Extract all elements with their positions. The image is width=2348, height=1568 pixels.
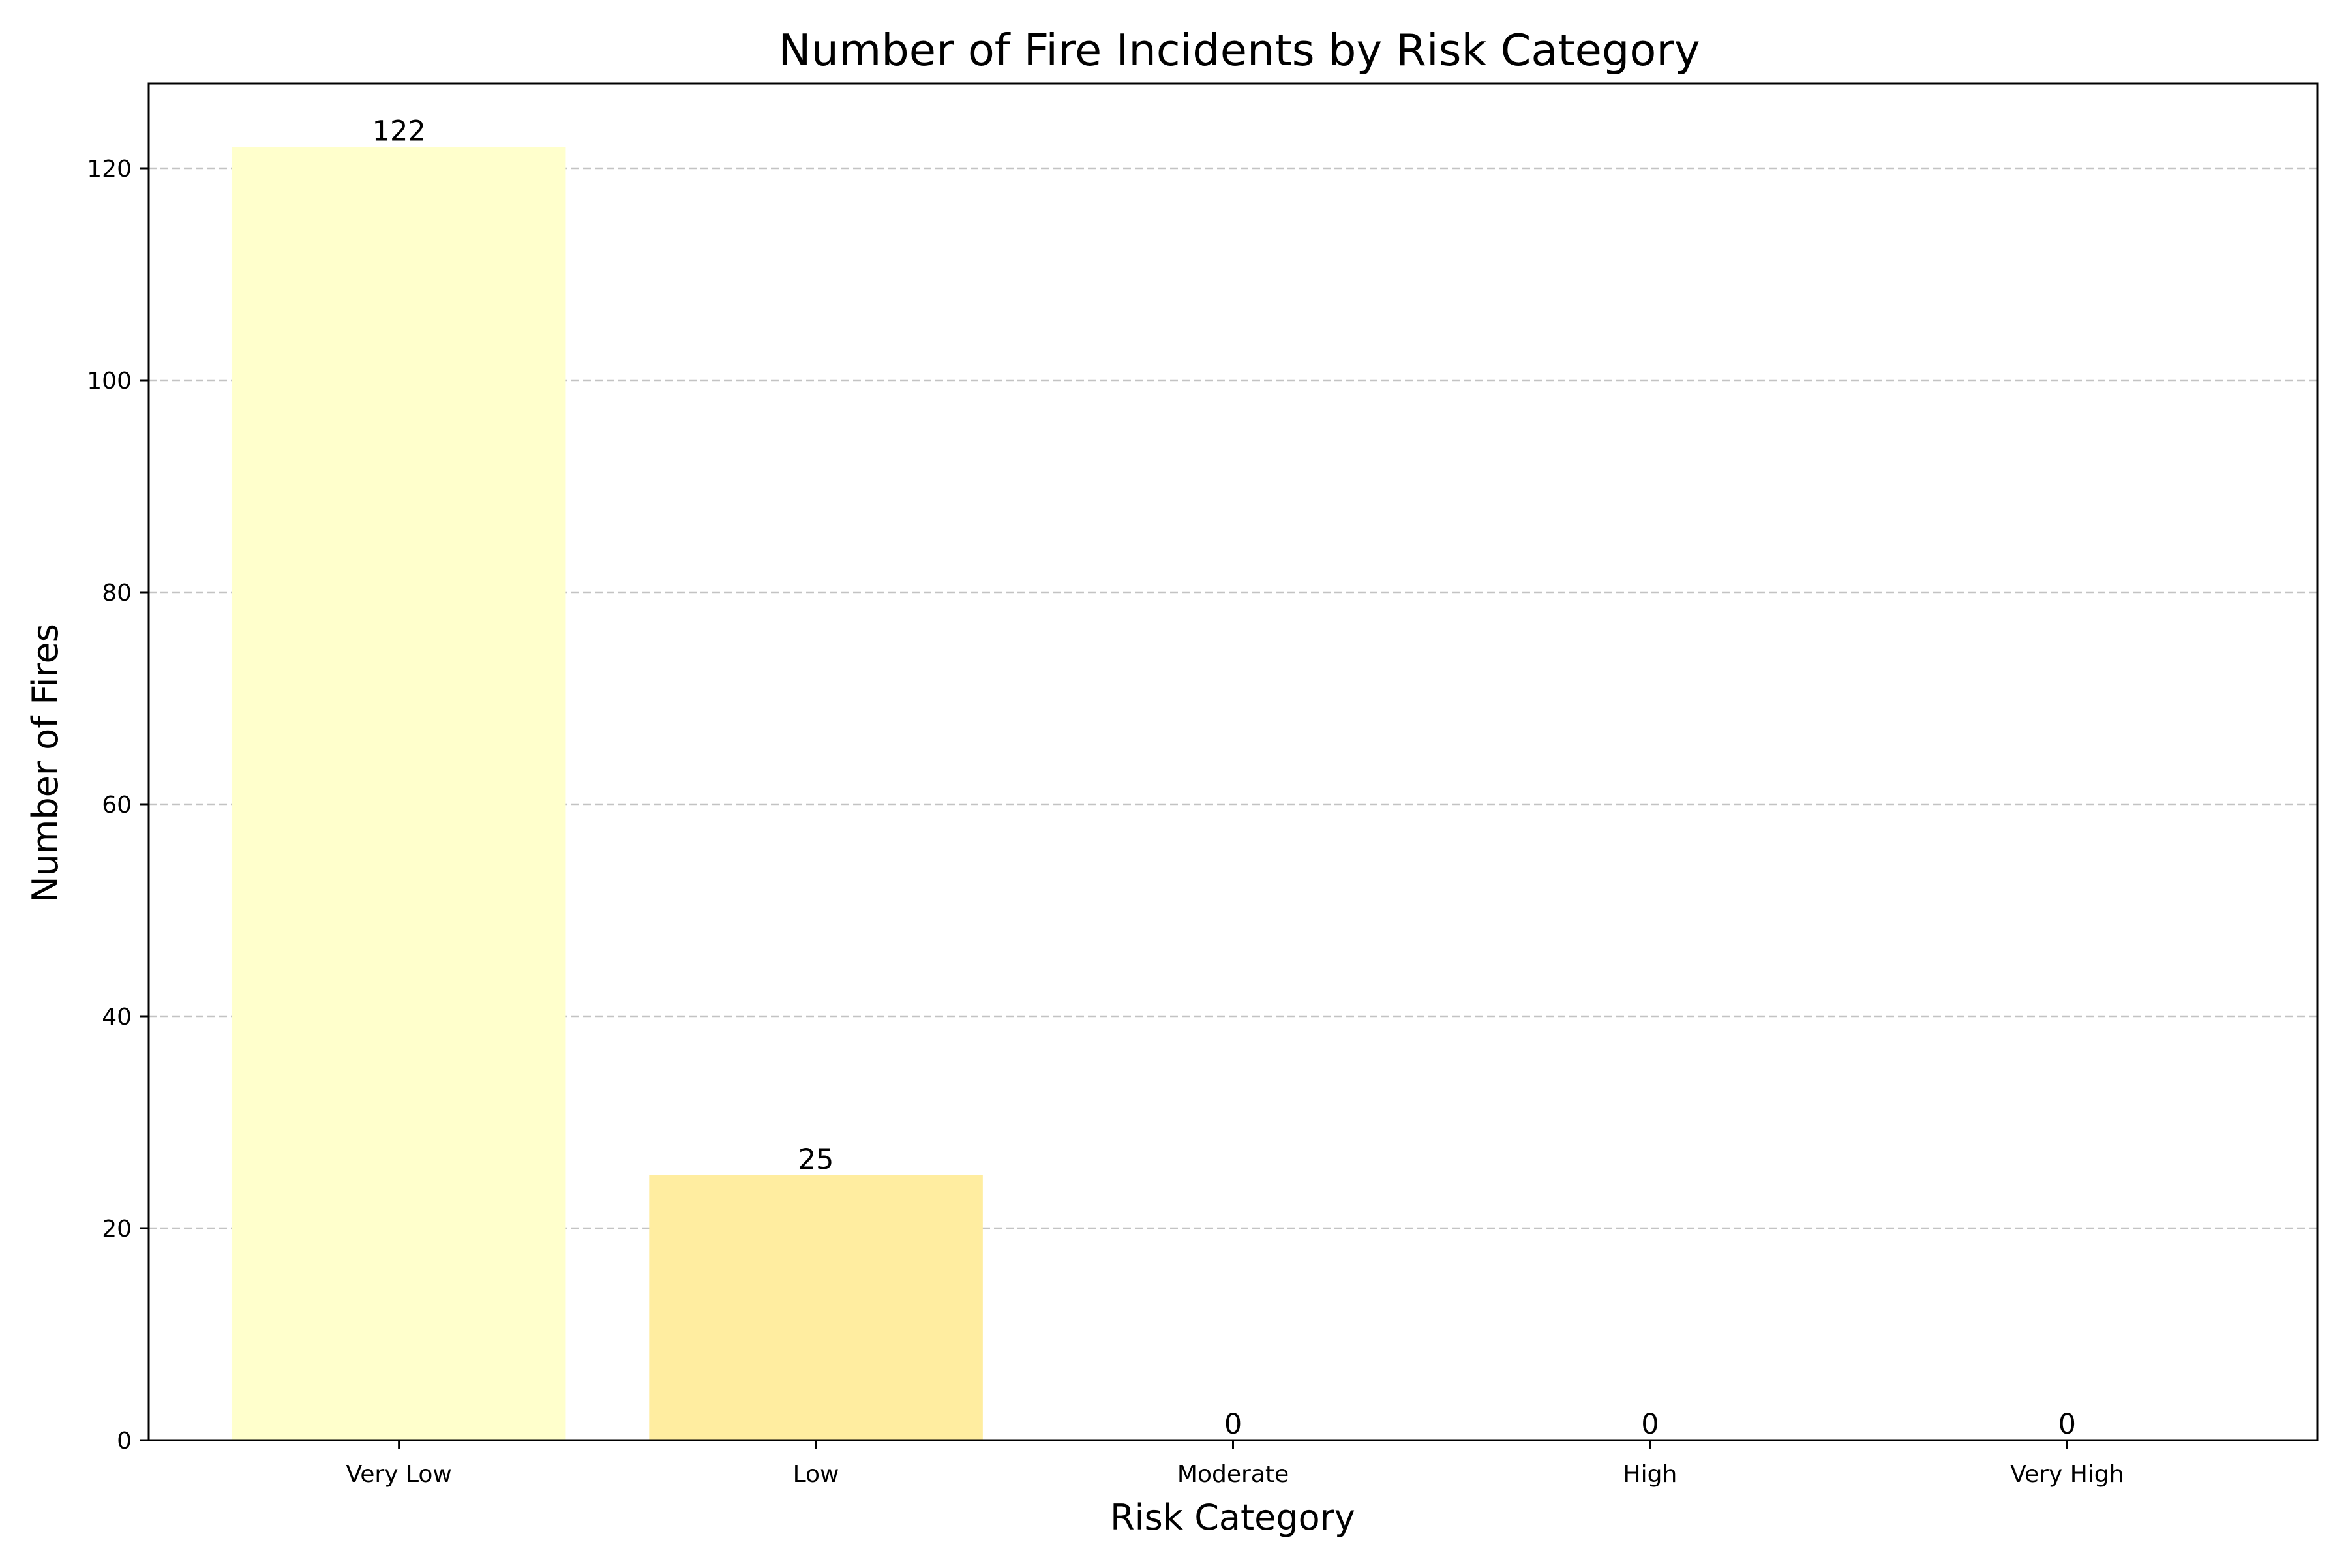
bars bbox=[232, 147, 983, 1440]
y-tick-label: 120 bbox=[87, 156, 132, 183]
chart-title: Number of Fire Incidents by Risk Categor… bbox=[778, 25, 1700, 76]
bar-value-label: 25 bbox=[798, 1143, 834, 1176]
bar-value-label: 0 bbox=[2058, 1408, 2076, 1441]
x-tick-label: Low bbox=[793, 1461, 839, 1488]
y-tick-label: 80 bbox=[102, 580, 132, 607]
value-labels: 122 25 0 0 0 bbox=[372, 115, 2076, 1441]
x-tick-label: High bbox=[1623, 1461, 1678, 1488]
bar-value-label: 0 bbox=[1224, 1408, 1242, 1441]
y-axis-label: Number of Fires bbox=[25, 624, 66, 903]
bar-very-low bbox=[232, 147, 566, 1440]
x-tick-label: Very Low bbox=[346, 1461, 451, 1488]
y-tick-label: 40 bbox=[102, 1004, 132, 1031]
bar-value-label: 0 bbox=[1641, 1408, 1659, 1441]
gridlines bbox=[149, 167, 2317, 1229]
y-tick-label: 60 bbox=[102, 792, 132, 819]
ticks: 0 20 40 60 80 100 120 Very Low Low Moderate High Ve… bbox=[87, 156, 2124, 1488]
y-tick-label: 0 bbox=[117, 1428, 132, 1455]
x-axis-label: Risk Category bbox=[1110, 1497, 1355, 1538]
y-tick-label: 100 bbox=[87, 368, 132, 395]
bar-value-label: 122 bbox=[372, 115, 426, 148]
y-tick-label: 20 bbox=[102, 1216, 132, 1243]
bar-low bbox=[649, 1175, 983, 1440]
x-tick-label: Very High bbox=[2010, 1461, 2124, 1488]
x-tick-label: Moderate bbox=[1177, 1461, 1289, 1488]
